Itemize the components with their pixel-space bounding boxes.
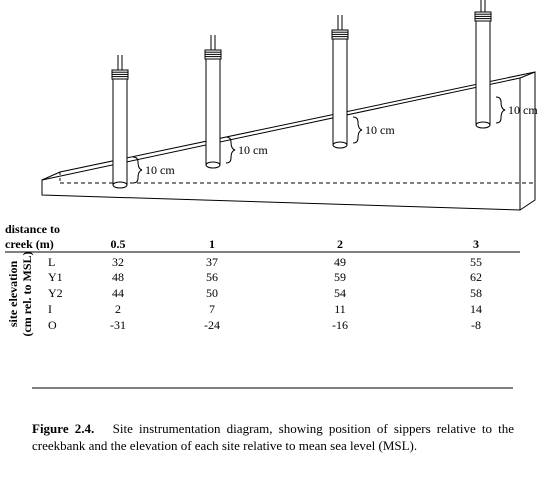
cell: -24 [204, 318, 220, 332]
cell: 11 [334, 302, 346, 316]
tube [475, 19, 491, 126]
cell: 62 [470, 270, 482, 284]
column-header: 1 [209, 237, 215, 251]
sipper: 10 cm [474, 0, 538, 129]
tube-bottom [205, 161, 221, 169]
cell: -8 [471, 318, 481, 332]
tube [112, 77, 128, 186]
cell: 55 [470, 255, 482, 269]
row-label: Y1 [48, 270, 63, 284]
caption-text: Site instrumentation diagram, showing po… [32, 421, 515, 453]
cell: 7 [209, 302, 215, 316]
edge [519, 71, 536, 79]
tube [332, 37, 348, 146]
caption-label: Figure 2.4 [32, 421, 91, 436]
caption: Figure 2.4. Site instrumentation diagram… [32, 421, 515, 453]
depth-label: 10 cm [238, 143, 268, 157]
sipper: 10 cm [111, 55, 175, 189]
cell: -16 [332, 318, 348, 332]
depth-label: 10 cm [508, 103, 538, 117]
cell: 49 [334, 255, 346, 269]
cell: -31 [110, 318, 126, 332]
sippers: 10 cm 10 cm 10 cm 10 cm [111, 0, 538, 189]
cell: 54 [334, 286, 346, 300]
column-header: 0.5 [111, 237, 126, 251]
depth-label: 10 cm [365, 123, 395, 137]
row-label: L [48, 255, 55, 269]
cell: 14 [470, 302, 482, 316]
cell: 50 [206, 286, 218, 300]
column-header: 3 [473, 237, 479, 251]
depth-label: 10 cm [145, 163, 175, 177]
brace [132, 156, 143, 184]
corner-label: creek (m) [5, 237, 54, 251]
brace [352, 116, 363, 144]
sipper: 10 cm [331, 15, 395, 149]
cell: 59 [334, 270, 346, 284]
tube-bottom [475, 121, 491, 129]
cell: 56 [206, 270, 218, 284]
brace [495, 96, 506, 124]
cell: 58 [470, 286, 482, 300]
row-label: O [48, 318, 57, 332]
cell: 44 [112, 286, 124, 300]
tube-bottom [112, 181, 128, 189]
row-axis-label: (cm rel. to MSL) [20, 251, 34, 336]
brace [225, 136, 236, 164]
sipper: 10 cm [204, 35, 268, 169]
cell: 32 [112, 255, 124, 269]
cell: 2 [115, 302, 121, 316]
tube-bottom [332, 141, 348, 149]
corner-label: distance to [5, 222, 60, 236]
cell: 48 [112, 270, 124, 284]
column-header: 2 [337, 237, 343, 251]
cell: 37 [206, 255, 218, 269]
row-label: I [48, 302, 52, 316]
tube [205, 57, 221, 166]
row-label: Y2 [48, 286, 63, 300]
row-axis-label: site elevation [6, 261, 20, 328]
